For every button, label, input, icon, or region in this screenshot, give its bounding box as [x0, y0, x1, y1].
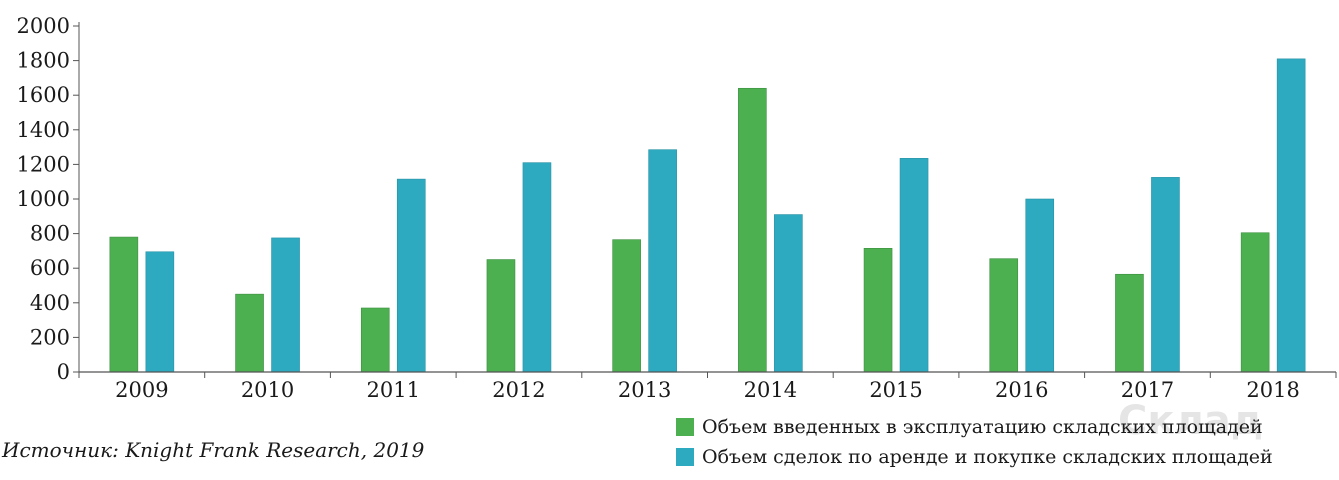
x-tick-label: 2012: [492, 378, 545, 402]
x-tick-label: 2010: [241, 378, 294, 402]
bar-chart: 0 200 400 600 800 1000 1200 1400 1600 1800 2000 20…: [17, 14, 1337, 402]
source-text: : Knight Frank Research, 2019: [112, 438, 425, 462]
source-note: Источник: Knight Frank Research, 2019: [2, 438, 424, 462]
y-tick-label: 2000: [17, 14, 70, 38]
bar-commissioned-2012: [486, 259, 516, 373]
y-tick-label: 600: [30, 256, 70, 280]
y-tick-label: 0: [57, 360, 70, 384]
watermark-logo: Склад: [1118, 398, 1264, 444]
y-axis: 0 200 400 600 800 1000 1200 1400 1600 1800 2000: [17, 14, 80, 384]
bar-deals-2011: [396, 178, 426, 373]
legend-item-deals: Объем сделок по аренде и покупке складск…: [676, 442, 1273, 472]
legend-label-commissioned: Объем введенных в эксплуатацию складских…: [702, 416, 1263, 438]
legend: Объем введенных в эксплуатацию складских…: [676, 412, 1273, 472]
bar-deals-2017: [1151, 177, 1180, 373]
legend-swatch-green: [676, 418, 694, 436]
bar-deals-2016: [1025, 198, 1055, 373]
bar-commissioned-2009: [109, 236, 139, 373]
y-tick-label: 1800: [17, 49, 70, 73]
y-tick-label: 800: [30, 222, 70, 246]
bar-deals-2014: [774, 214, 803, 373]
bar-deals-2012: [522, 162, 552, 373]
x-tick-label: 2015: [869, 378, 922, 402]
x-tick-label: 2018: [1246, 378, 1299, 402]
source-prefix: Источник: [2, 438, 113, 462]
x-tick-label: 2016: [995, 378, 1048, 402]
bar-deals-2015: [899, 158, 929, 373]
bar-commissioned-2015: [863, 248, 893, 373]
x-tick-label: 2009: [115, 378, 168, 402]
x-tick-label: 2017: [1121, 378, 1174, 402]
bar-deals-2018: [1276, 58, 1306, 373]
bars: [109, 58, 1306, 373]
x-tick-label: 2011: [367, 378, 420, 402]
bar-commissioned-2011: [360, 307, 390, 373]
y-tick-label: 1400: [17, 118, 70, 142]
y-tick-label: 1000: [17, 187, 70, 211]
bar-commissioned-2018: [1240, 232, 1270, 373]
bar-deals-2010: [271, 237, 300, 373]
legend-item-commissioned: Объем введенных в эксплуатацию складских…: [676, 412, 1273, 442]
x-tick-label: 2014: [744, 378, 797, 402]
y-tick-label: 400: [30, 291, 70, 315]
bar-deals-2013: [648, 149, 677, 373]
bar-commissioned-2016: [989, 258, 1019, 373]
x-tick-label: 2013: [618, 378, 671, 402]
bar-commissioned-2010: [235, 293, 264, 373]
y-tick-label: 200: [30, 325, 70, 349]
bar-commissioned-2013: [612, 239, 641, 373]
y-tick-label: 1600: [17, 83, 70, 107]
x-tick-labels: 2009 2010 2011 2012 2013 2014 2015 2016 2017 2018: [115, 378, 1300, 402]
bar-deals-2009: [145, 251, 175, 373]
bar-commissioned-2017: [1115, 273, 1144, 373]
bar-commissioned-2014: [738, 87, 767, 373]
legend-label-deals: Объем сделок по аренде и покупке складск…: [702, 446, 1273, 468]
legend-swatch-teal: [676, 448, 694, 466]
x-axis: [78, 371, 1337, 378]
y-tick-label: 1200: [17, 152, 70, 176]
